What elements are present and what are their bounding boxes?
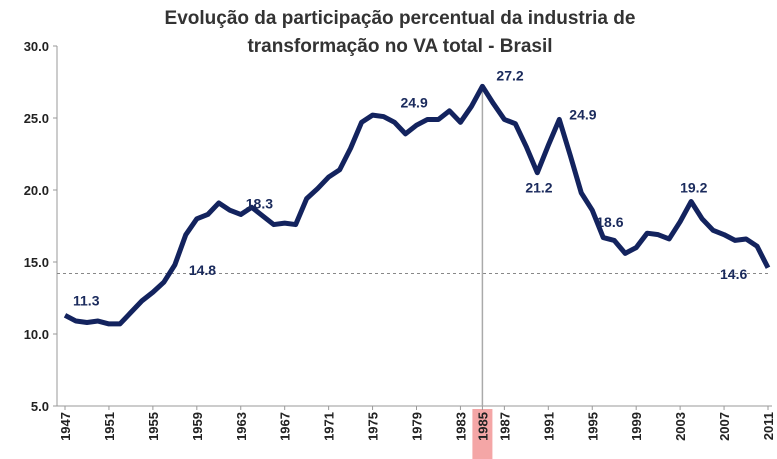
x-tick-label: 1975 bbox=[366, 412, 381, 441]
x-tick-label: 1983 bbox=[453, 412, 468, 441]
data-label: 21.2 bbox=[525, 180, 552, 196]
x-tick-label: 1987 bbox=[497, 412, 512, 441]
x-tick-label: 1971 bbox=[322, 412, 337, 441]
y-tick-label: 15.0 bbox=[24, 255, 49, 270]
x-tick-label: 1979 bbox=[410, 412, 425, 441]
data-label: 19.2 bbox=[680, 180, 707, 196]
x-tick-label: 2011 bbox=[761, 412, 776, 440]
y-tick-label: 25.0 bbox=[24, 111, 49, 126]
x-tick-label: 1999 bbox=[629, 412, 644, 441]
y-tick-label: 5.0 bbox=[31, 399, 49, 414]
data-label: 14.8 bbox=[189, 262, 216, 278]
data-label: 27.2 bbox=[496, 67, 523, 83]
x-tick-label: 1955 bbox=[146, 412, 161, 441]
data-label: 18.6 bbox=[596, 214, 623, 230]
x-tick-label: 1963 bbox=[234, 412, 249, 441]
y-tick-label: 20.0 bbox=[24, 183, 49, 198]
data-label: 24.9 bbox=[569, 106, 596, 122]
series-line bbox=[63, 83, 771, 327]
x-tick-label: 1959 bbox=[190, 412, 205, 441]
x-tick-label: 1991 bbox=[541, 412, 556, 441]
x-tick-label: 1985 bbox=[475, 412, 490, 441]
x-tick-label: 1947 bbox=[58, 412, 73, 441]
x-tick-label: 2003 bbox=[673, 412, 688, 441]
data-label: 11.3 bbox=[73, 292, 100, 308]
data-label: 14.6 bbox=[720, 266, 747, 282]
x-tick-label: 1995 bbox=[585, 412, 600, 441]
x-tick-highlight bbox=[472, 409, 493, 459]
chart-title: Evolução da participação percentual da i… bbox=[165, 8, 636, 29]
data-label: 18.3 bbox=[246, 195, 273, 211]
x-tick-label: 1967 bbox=[278, 412, 293, 441]
x-tick-label: 2007 bbox=[717, 412, 732, 441]
chart-title: transformação no VA total - Brasil bbox=[247, 36, 552, 57]
y-tick-label: 30.0 bbox=[24, 39, 49, 54]
data-label: 24.9 bbox=[400, 94, 427, 110]
y-tick-label: 10.0 bbox=[24, 327, 49, 342]
x-tick-label: 1951 bbox=[102, 412, 117, 441]
